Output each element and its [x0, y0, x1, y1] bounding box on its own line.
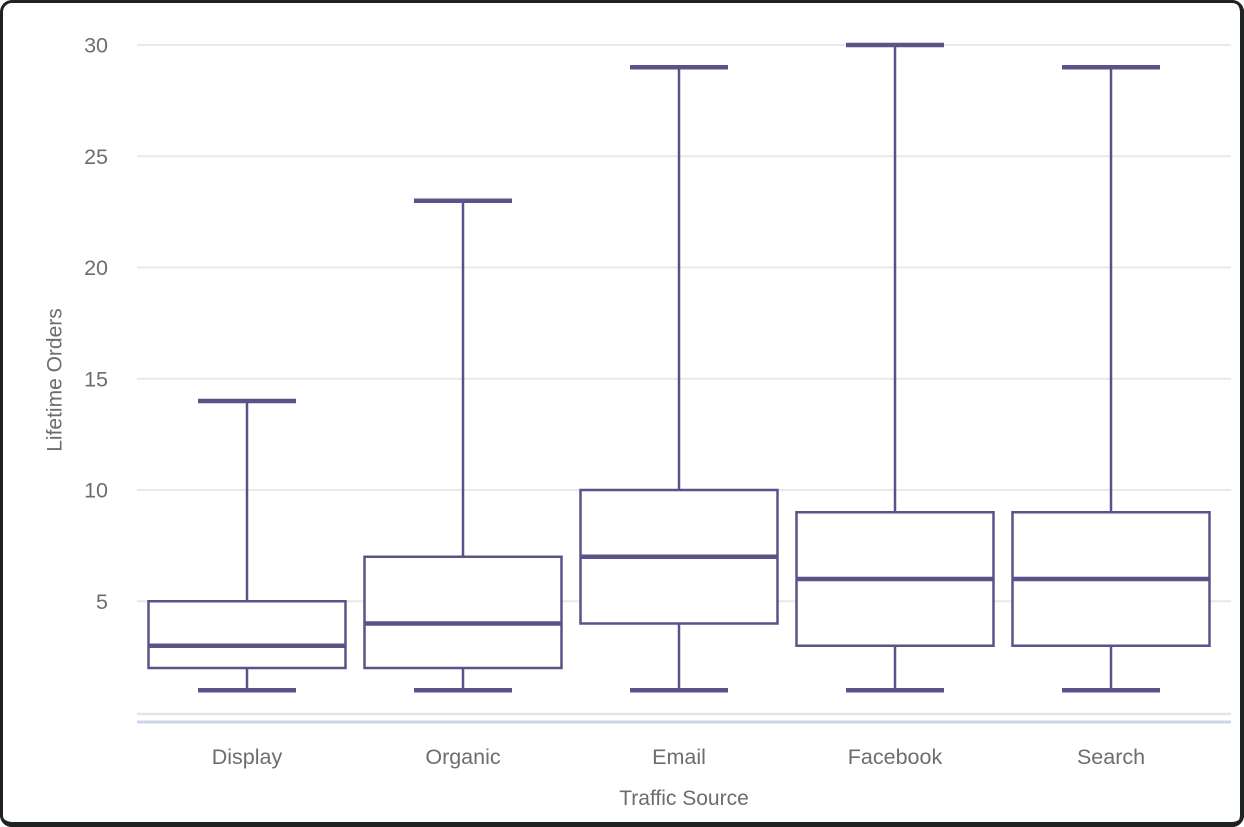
- y-tick-label-20: 20: [84, 256, 108, 280]
- x-category-label-email: Email: [652, 745, 706, 769]
- y-axis-title: Lifetime Orders: [43, 308, 67, 452]
- box-organic: [363, 555, 563, 670]
- x-category-label-facebook: Facebook: [848, 745, 943, 769]
- y-tick-label-5: 5: [96, 590, 108, 614]
- x-category-label-search: Search: [1077, 745, 1145, 769]
- y-tick-label-25: 25: [84, 145, 108, 169]
- x-axis-title: Traffic Source: [619, 787, 749, 810]
- y-tick-label-30: 30: [84, 34, 108, 58]
- y-tick-label-10: 10: [84, 479, 108, 503]
- x-category-label-organic: Organic: [425, 745, 501, 769]
- box-display: [147, 600, 347, 670]
- y-tick-label-15: 15: [84, 367, 108, 391]
- x-category-label-display: Display: [212, 745, 283, 769]
